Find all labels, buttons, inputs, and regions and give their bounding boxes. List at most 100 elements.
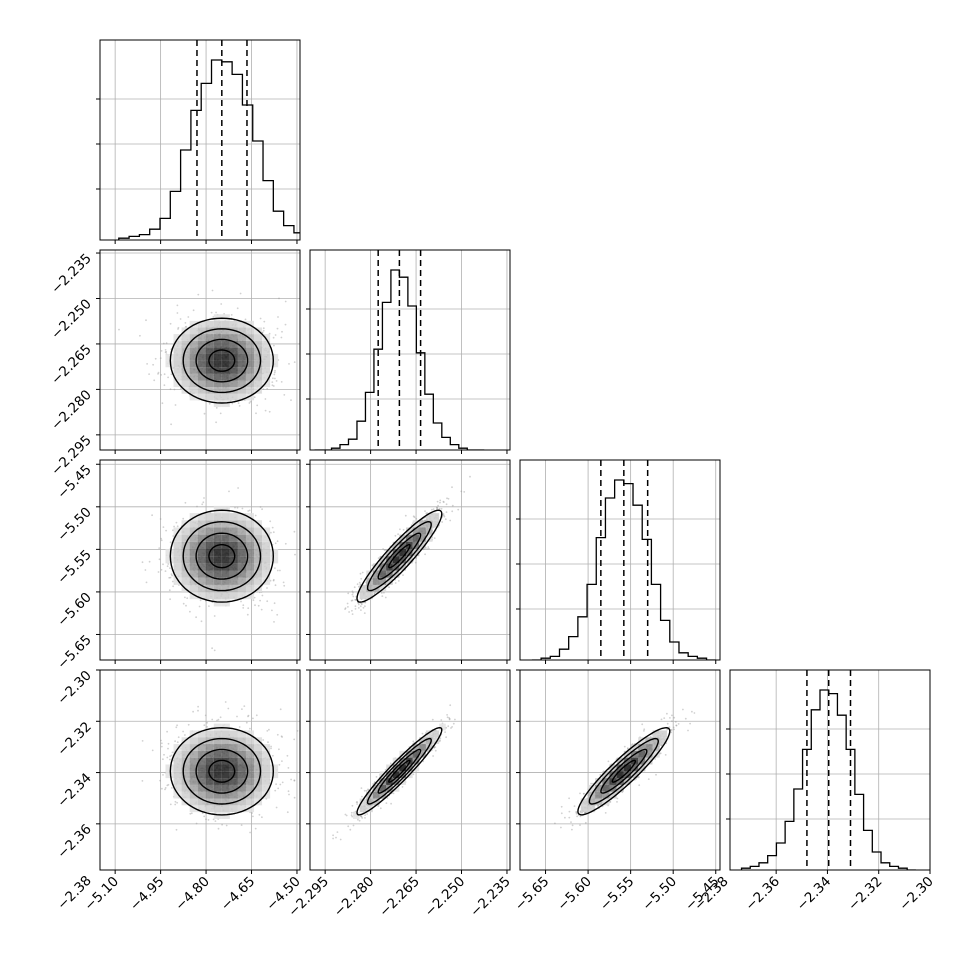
density-cell xyxy=(386,577,393,585)
density-cell xyxy=(262,334,271,341)
sample-point xyxy=(427,546,430,548)
density-cell xyxy=(262,771,271,779)
density-cell xyxy=(237,592,246,600)
density-cell xyxy=(197,764,206,772)
sample-point xyxy=(344,813,347,816)
sample-point xyxy=(259,506,262,508)
sample-point xyxy=(357,607,360,609)
sample-point xyxy=(356,803,358,805)
sample-point xyxy=(352,824,355,827)
density-cell xyxy=(379,556,387,564)
density-cell xyxy=(205,592,214,600)
density-cell xyxy=(221,548,230,557)
density-cell xyxy=(270,764,279,772)
density-cell xyxy=(237,737,246,745)
sample-point xyxy=(216,719,218,722)
density-cell xyxy=(213,577,222,585)
density-cell xyxy=(173,527,182,535)
density-cell xyxy=(181,791,190,799)
density-cell xyxy=(237,563,246,571)
sample-point xyxy=(260,608,263,611)
sample-point xyxy=(412,515,415,518)
density-cell xyxy=(237,393,246,401)
sample-point xyxy=(169,758,171,761)
density-cell xyxy=(205,750,214,758)
sample-point xyxy=(252,717,254,720)
density-cell xyxy=(237,347,246,354)
sample-point xyxy=(187,316,190,318)
sample-point xyxy=(344,608,346,610)
sample-point xyxy=(360,577,363,580)
density-cell xyxy=(205,541,214,549)
sample-point xyxy=(273,373,276,376)
density-cell xyxy=(197,353,206,361)
sample-point xyxy=(281,736,283,738)
density-cell xyxy=(372,577,380,585)
density-cell xyxy=(221,534,230,542)
density-cell xyxy=(205,373,214,381)
sample-point xyxy=(448,717,451,720)
sample-point xyxy=(247,607,250,610)
sample-point xyxy=(249,727,251,730)
density-cell xyxy=(254,784,263,792)
sample-point xyxy=(255,714,258,717)
sample-point xyxy=(160,539,163,542)
sample-point xyxy=(332,837,334,840)
density-cell xyxy=(245,750,255,758)
density-cell xyxy=(197,327,206,335)
contour-level xyxy=(182,520,262,592)
density-cell xyxy=(254,577,263,585)
sample-point xyxy=(266,600,269,603)
density-cell xyxy=(197,771,206,779)
density-cell xyxy=(173,563,182,571)
sample-point xyxy=(247,715,249,718)
sample-point xyxy=(432,508,435,510)
density-cell xyxy=(205,730,214,738)
density-cell xyxy=(254,360,263,368)
sample-point xyxy=(347,825,350,828)
density-cell xyxy=(237,778,246,785)
sample-point xyxy=(384,769,387,771)
sample-point xyxy=(357,603,360,606)
density-cell xyxy=(245,584,255,593)
grid xyxy=(520,460,720,660)
density-cell xyxy=(189,548,198,557)
sample-point xyxy=(447,497,450,500)
density-cell xyxy=(221,805,230,813)
density-cell xyxy=(270,548,279,557)
sample-point xyxy=(164,349,167,351)
density-cell xyxy=(229,340,238,348)
sample-point xyxy=(404,514,407,517)
density-cell xyxy=(254,534,263,542)
panel-3-0 xyxy=(96,669,301,874)
density-cell xyxy=(213,805,222,813)
sample-point xyxy=(302,340,304,342)
density-cell xyxy=(392,548,400,557)
density-cell xyxy=(165,771,174,779)
sample-point xyxy=(236,506,239,509)
sample-point xyxy=(358,581,361,584)
sample-point xyxy=(169,755,172,758)
density-cell xyxy=(245,347,255,354)
density-cell xyxy=(197,730,206,738)
sample-point xyxy=(335,836,337,839)
density-cell xyxy=(237,744,246,751)
sample-point xyxy=(255,412,257,415)
density-cell xyxy=(189,534,198,542)
density-cell xyxy=(173,771,182,779)
sample-point xyxy=(440,507,443,510)
sample-point xyxy=(167,563,170,565)
density-cell xyxy=(221,505,230,514)
sample-point xyxy=(288,793,290,796)
density-cell xyxy=(254,771,263,779)
sample-point xyxy=(243,705,246,707)
density-cell xyxy=(197,527,206,535)
sample-point xyxy=(244,318,247,321)
density-cell xyxy=(229,750,238,758)
sample-point xyxy=(206,721,209,724)
density-cell xyxy=(181,784,190,792)
ticks xyxy=(96,252,298,454)
density-cell xyxy=(229,805,238,813)
density-cell xyxy=(221,744,230,751)
